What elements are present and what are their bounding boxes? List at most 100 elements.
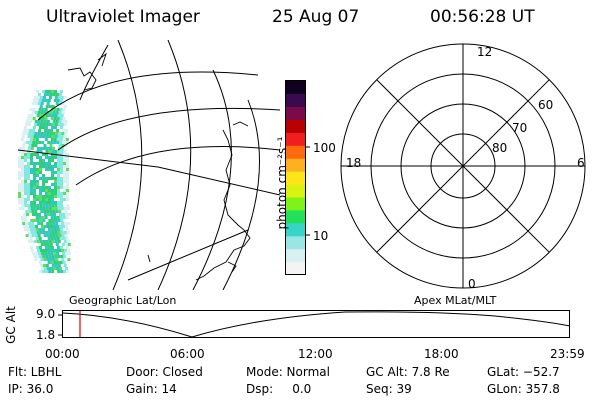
emission-pixel <box>54 114 58 117</box>
emission-pixel <box>25 132 29 135</box>
emission-pixel <box>30 186 33 189</box>
emission-pixel <box>39 264 43 267</box>
emission-pixel <box>58 132 62 135</box>
emission-pixel <box>26 225 29 228</box>
emission-pixel <box>45 153 48 156</box>
emission-pixel <box>38 141 42 144</box>
emission-pixel <box>42 189 45 192</box>
emission-pixel <box>66 168 69 171</box>
emission-pixel <box>44 213 47 216</box>
time-label: 00:56:28 UT <box>430 7 535 27</box>
emission-pixel <box>27 165 30 168</box>
emission-pixel <box>52 111 56 114</box>
emission-pixel <box>24 126 27 129</box>
emission-pixel <box>41 141 45 144</box>
emission-pixel <box>44 129 48 132</box>
emission-pixel <box>63 240 67 243</box>
colorbar-segment <box>285 222 306 237</box>
emission-pixel <box>35 213 38 216</box>
timeline-xtick: 00:00 <box>45 347 80 361</box>
emission-pixel <box>38 261 42 264</box>
emission-pixel <box>51 165 54 168</box>
emission-pixel <box>51 171 54 174</box>
emission-pixel <box>57 159 60 162</box>
emission-pixel <box>28 234 32 237</box>
emission-pixel <box>61 234 65 237</box>
emission-pixel <box>18 171 21 174</box>
emission-pixel <box>45 204 49 207</box>
emission-pixel <box>66 156 69 159</box>
emission-pixel <box>31 102 35 105</box>
emission-pixel <box>57 183 60 186</box>
emission-pixel <box>54 204 58 207</box>
emission-pixel <box>39 189 42 192</box>
emission-pixel <box>51 126 54 129</box>
emission-pixel <box>23 213 26 216</box>
emission-pixel <box>25 222 29 225</box>
emission-pixel <box>48 162 51 165</box>
emission-pixel <box>41 225 44 228</box>
emission-pixel <box>61 243 65 246</box>
emission-pixel <box>60 150 64 153</box>
emission-pixel <box>58 210 62 213</box>
mlt-label-midnight: 0 <box>468 277 476 291</box>
emission-pixel <box>59 267 62 270</box>
emission-pixel <box>54 240 58 243</box>
emission-pixel <box>63 156 66 159</box>
emission-pixel <box>18 201 21 204</box>
emission-pixel <box>39 231 43 234</box>
emission-pixel <box>23 141 27 144</box>
emission-pixel <box>27 147 31 150</box>
emission-pixel <box>51 204 55 207</box>
coastline-segment <box>67 67 97 91</box>
emission-pixel <box>59 108 63 111</box>
emission-pixel <box>48 135 52 138</box>
emission-pixel <box>39 204 43 207</box>
emission-pixel <box>50 246 54 249</box>
emission-pixel <box>36 207 40 210</box>
emission-pixel <box>21 156 24 159</box>
emission-pixel <box>27 192 30 195</box>
emission-pixel <box>54 207 58 210</box>
emission-pixel <box>39 186 42 189</box>
grid-line <box>127 229 249 281</box>
emission-pixel <box>57 171 60 174</box>
emission-pixel <box>47 246 51 249</box>
emission-pixel <box>24 153 27 156</box>
colorbar-tick-label: 10 <box>313 229 329 243</box>
emission-pixel <box>42 240 46 243</box>
grid-line <box>75 146 280 186</box>
emission-pixel <box>26 228 30 231</box>
emission-pixel <box>27 135 31 138</box>
emission-pixel <box>60 162 63 165</box>
emission-pixel <box>51 174 54 177</box>
emission-pixel <box>62 129 66 132</box>
altitude-curve <box>62 311 571 338</box>
emission-pixel <box>45 105 49 108</box>
emission-pixel <box>48 204 52 207</box>
emission-pixel <box>66 192 69 195</box>
emission-pixel <box>55 222 59 225</box>
emission-pixel <box>38 216 42 219</box>
colorbar-segment <box>285 132 306 146</box>
emission-pixel <box>48 168 51 171</box>
emission-pixel <box>66 195 69 198</box>
emission-pixel <box>51 123 55 126</box>
emission-pixel <box>57 231 61 234</box>
emission-pixel <box>49 144 53 147</box>
latitude-longitude-grid <box>18 40 280 290</box>
emission-pixel <box>60 207 64 210</box>
emission-pixel <box>62 141 66 144</box>
emission-pixel <box>21 183 24 186</box>
emission-pixel <box>34 111 38 114</box>
emission-pixel <box>65 141 69 144</box>
emission-pixel <box>47 213 50 216</box>
emission-pixel <box>32 99 36 102</box>
emission-pixel <box>35 237 39 240</box>
emission-pixel <box>45 240 49 243</box>
emission-pixel <box>30 135 34 138</box>
emission-pixel <box>48 240 52 243</box>
emission-pixel <box>60 183 63 186</box>
emission-pixel <box>63 186 66 189</box>
emission-pixel <box>66 159 69 162</box>
